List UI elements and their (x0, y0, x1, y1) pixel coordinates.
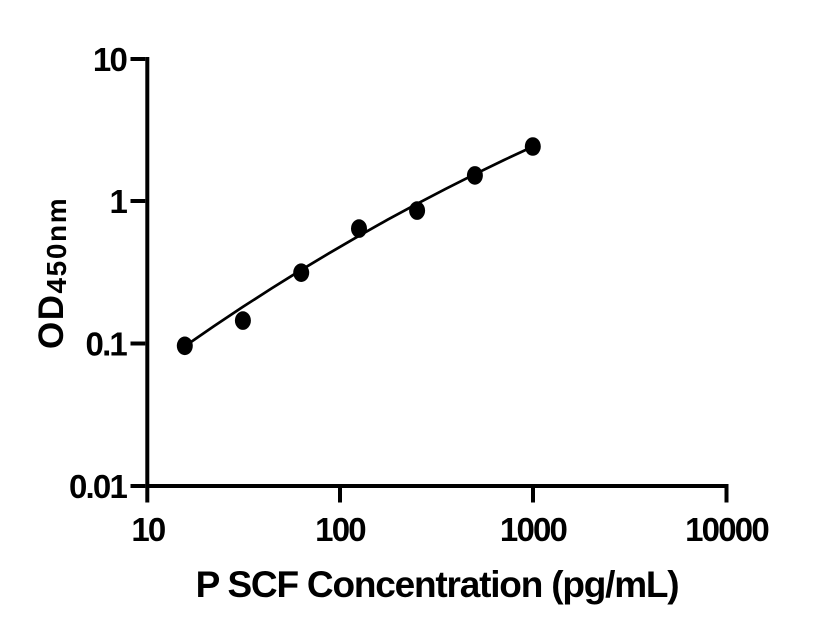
svg-text:0.1: 0.1 (86, 325, 128, 362)
svg-text:1: 1 (109, 183, 127, 220)
svg-text:10000: 10000 (685, 511, 768, 548)
svg-text:10: 10 (131, 511, 165, 548)
svg-text:100: 100 (315, 511, 365, 548)
svg-text:P SCF Concentration (pg/mL): P SCF Concentration (pg/mL) (196, 564, 679, 605)
svg-text:1000: 1000 (500, 511, 567, 548)
svg-text:10: 10 (93, 41, 127, 78)
svg-text:0.01: 0.01 (69, 468, 127, 505)
